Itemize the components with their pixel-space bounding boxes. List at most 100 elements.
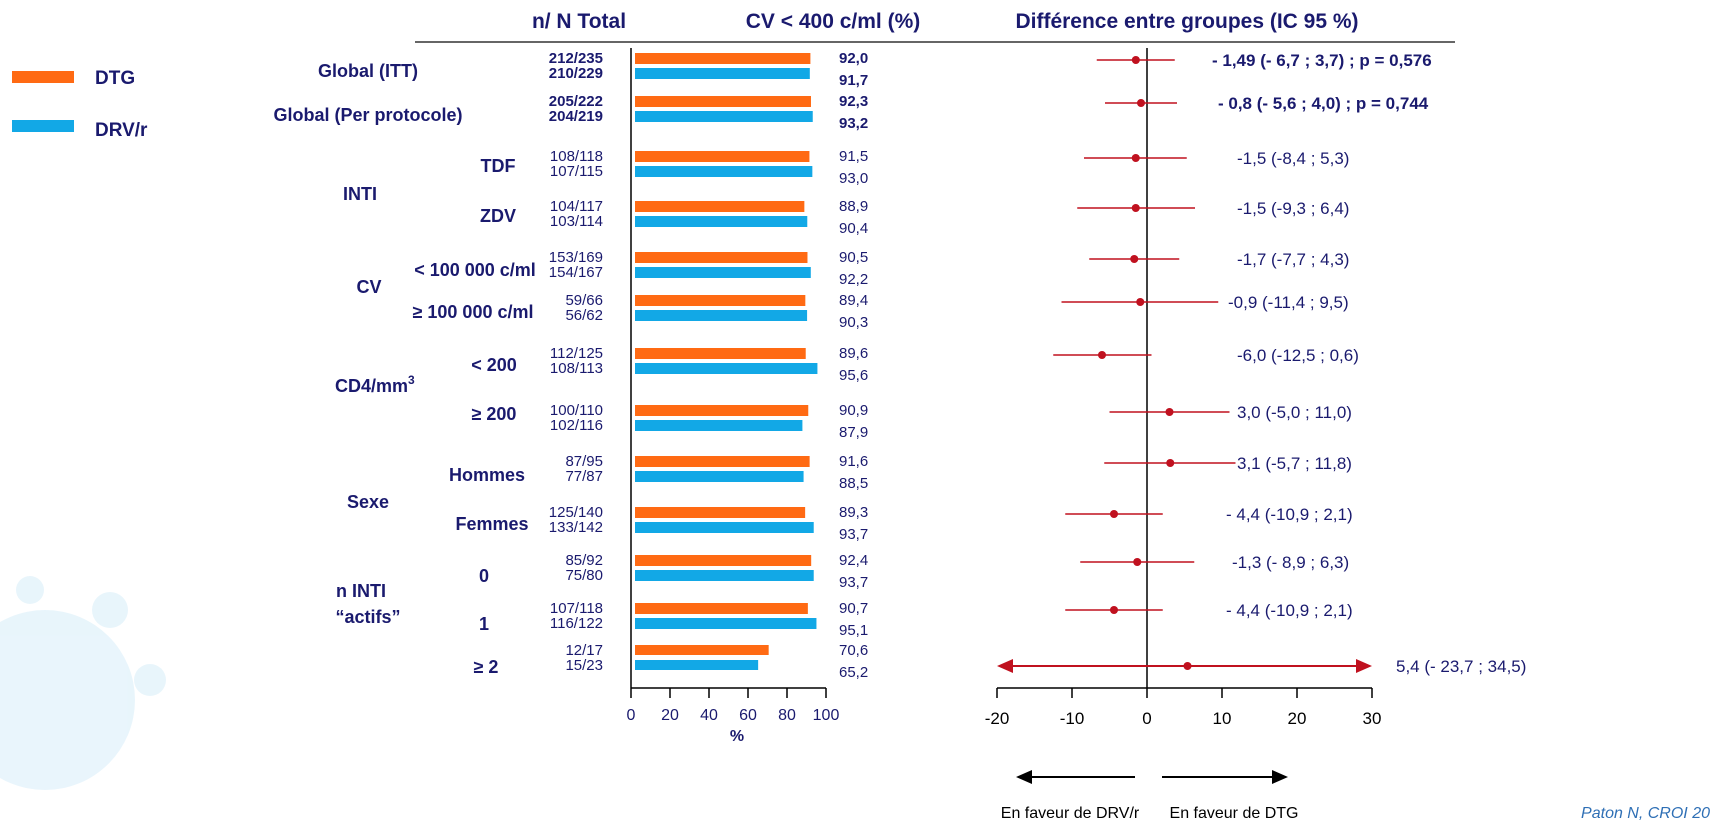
count-label: 125/140 [549,504,603,521]
value-label: 89,4 [839,292,868,309]
forest-value-label: -1,5 (-8,4 ; 5,3) [1237,149,1349,168]
value-label: 95,6 [839,367,868,384]
forest-point [1131,56,1140,64]
value-label: 90,9 [839,402,868,419]
label-cv-ge-100000: ≥ 100 000 c/ml [413,302,534,322]
legend: DTG DRV/r [12,68,148,141]
bar-x-axis-label: % [730,728,744,745]
forest-value-label: - 1,49 (- 6,7 ; 3,7) ; p = 0,576 [1212,51,1432,70]
label-tdf: TDF [481,156,516,176]
bar-dtg [635,295,806,306]
count-label: 104/117 [550,198,603,215]
forest-point [1110,606,1118,614]
forest-point [1131,204,1140,212]
bar-dtg [635,405,809,416]
count-label: 100/110 [550,402,603,419]
bar-drv [635,570,814,581]
row-labels: Global (ITT) Global (Per protocole) INTI… [273,61,535,677]
header-difference: Différence entre groupes (IC 95 %) [1015,10,1358,33]
favour-drv-arrow: En faveur de DRV/r [1001,770,1140,822]
virus-watermark [0,576,166,790]
bar-drv [635,660,759,670]
count-label: 108/118 [550,148,603,165]
value-label: 91,6 [839,453,868,470]
forest-point [1133,558,1142,566]
forest-point [1110,510,1118,518]
count-label: 212/235 [549,50,603,67]
value-label: 93,7 [839,526,868,543]
value-label: 93,2 [839,115,868,132]
count-label: 154/167 [549,264,603,281]
bar-dtg [635,645,769,655]
label-cv: CV [356,277,381,297]
bar-drv [635,111,813,122]
favour-dtg-arrow: En faveur de DTG [1162,770,1298,822]
bar-dtg [635,603,808,614]
bar-drv [635,216,808,227]
forest-value-label: -1,7 (-7,7 ; 4,3) [1237,250,1349,269]
bar-x-tick-label: 60 [739,707,757,724]
forest-value-label: 3,0 (-5,0 ; 11,0) [1237,403,1352,422]
forest-value-label: - 4,4 (-10,9 ; 2,1) [1226,601,1353,620]
forest-point [1136,298,1145,306]
value-label: 89,3 [839,504,868,521]
bar-x-tick-label: 0 [627,707,636,724]
count-label: 153/169 [549,249,603,266]
bar-chart: % 0 20 40 60 80 100 212/235 92,0 210/229 91,7 205/… [549,48,868,745]
legend-label-dtg: DTG [95,68,135,89]
label-zdv: ZDV [480,206,516,226]
bar-dtg [635,555,812,566]
bar-dtg [635,456,810,467]
forest-ci-arrow-right [1356,659,1372,673]
count-label: 75/80 [565,567,603,584]
value-label: 95,1 [839,622,868,639]
legend-label-drv: DRV/r [95,120,148,141]
label-ninti-line1: n INTI [336,581,386,601]
value-label: 87,9 [839,424,868,441]
count-label: 12/17 [565,642,603,659]
label-cd4-lt-200: < 200 [471,355,517,375]
bar-dtg [635,53,811,64]
citation: Paton N, CROI 20 [1581,805,1710,822]
forest-point [1098,351,1106,359]
forest-x-tick-label: 0 [1142,709,1151,728]
bar-drv [635,471,804,482]
label-ninti-line2: “actifs” [335,607,400,627]
forest-x-tick-label: 10 [1213,709,1232,728]
forest-x-tick-label: 30 [1363,709,1382,728]
count-label: 133/142 [549,519,603,536]
value-label: 70,6 [839,642,868,659]
label-cd4-ge-200: ≥ 200 [472,404,517,424]
bar-drv [635,363,818,374]
bar-x-tick-label: 80 [778,707,796,724]
forest-point [1130,255,1139,263]
count-label: 205/222 [549,93,603,110]
value-label: 92,0 [839,50,868,67]
bar-dtg [635,151,810,162]
label-ninti-0: 0 [479,566,489,586]
forest-point [1166,459,1175,467]
forest-value-label: -1,3 (- 8,9 ; 6,3) [1232,553,1349,572]
bar-drv [635,618,817,629]
forest-value-label: - 4,4 (-10,9 ; 2,1) [1226,505,1353,524]
value-label: 92,3 [839,93,868,110]
legend-swatch-dtg [12,71,74,83]
forest-value-label: - 0,8 (- 5,6 ; 4,0) ; p = 0,744 [1218,94,1429,113]
favour-drv-label: En faveur de DRV/r [1001,805,1140,822]
value-label: 92,2 [839,271,868,288]
bar-x-tick-label: 100 [813,707,840,724]
label-inti: INTI [343,184,377,204]
header-percent: CV < 400 c/ml (%) [746,10,921,33]
value-label: 93,7 [839,574,868,591]
count-label: 112/125 [550,345,603,362]
forest-value-label: 5,4 (- 23,7 ; 34,5) [1396,657,1526,676]
count-label: 107/118 [550,600,603,617]
legend-swatch-drv [12,120,74,132]
forest-point [1165,408,1174,416]
value-label: 91,7 [839,72,868,89]
forest-ci-arrow-left [997,659,1013,673]
value-label: 88,9 [839,198,868,215]
count-label: 77/87 [565,468,603,485]
count-label: 108/113 [550,360,603,377]
